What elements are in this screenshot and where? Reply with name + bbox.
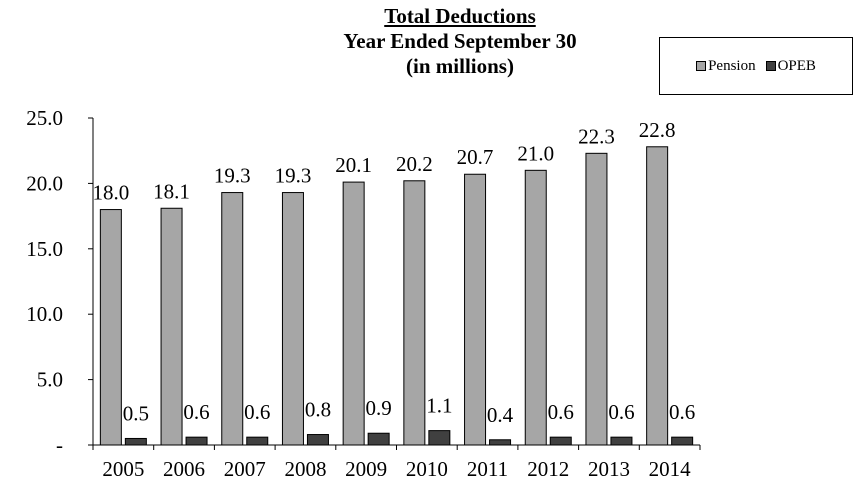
y-tick-label: 15.0 (26, 237, 63, 261)
bar-pension (99, 209, 122, 446)
bar-opeb (124, 437, 147, 446)
data-label-pension: 19.3 (214, 164, 251, 188)
data-label-opeb: 0.9 (366, 396, 392, 420)
bar-pension (524, 169, 547, 446)
x-tick-label: 2009 (345, 457, 387, 481)
data-label-opeb: 0.4 (487, 403, 514, 427)
data-label-opeb: 0.5 (123, 401, 149, 425)
x-tick-label: 2006 (163, 457, 205, 481)
bar-opeb (306, 434, 329, 446)
y-tick-label: 20.0 (26, 171, 63, 195)
y-tick-label: 25.0 (26, 106, 63, 130)
y-tick-label: - (56, 433, 63, 457)
data-label-opeb: 0.6 (548, 400, 574, 424)
data-label-pension: 22.3 (578, 124, 615, 148)
bar-opeb (185, 436, 208, 446)
x-tick-label: 2013 (588, 457, 630, 481)
data-label-pension: 19.3 (275, 164, 312, 188)
bar-pension (221, 192, 244, 446)
legend-label-opeb: OPEB (777, 57, 816, 74)
bar-pension (160, 207, 183, 446)
data-label-pension: 20.7 (457, 145, 494, 169)
legend-item-pension: Pension (696, 58, 756, 75)
legend-swatch-pension (696, 61, 707, 71)
data-label-opeb: 0.6 (183, 400, 209, 424)
bar-opeb (610, 436, 633, 446)
bar-opeb (489, 439, 512, 446)
y-tick-label: 10.0 (26, 302, 63, 326)
data-label-opeb: 1.1 (426, 394, 452, 418)
legend-item-opeb: OPEB (765, 57, 816, 75)
data-label-pension: 21.0 (517, 141, 554, 165)
bar-opeb (367, 432, 390, 446)
bar-opeb (671, 436, 694, 446)
chart-title-line-2: Year Ended September 30 (343, 29, 577, 53)
x-tick-label: 2007 (224, 457, 266, 481)
bar-pension (403, 180, 426, 446)
bar-pension (464, 173, 487, 446)
data-label-opeb: 0.6 (244, 400, 270, 424)
x-tick-label: 2014 (649, 457, 692, 481)
data-label-pension: 18.0 (92, 181, 129, 205)
bar-pension (646, 146, 669, 446)
y-tick-label: 5.0 (37, 368, 63, 392)
chart-title-line-1: Total Deductions (384, 4, 536, 28)
legend-label-pension: Pension (708, 57, 756, 74)
legend-swatch-opeb (765, 61, 776, 71)
data-label-pension: 20.1 (335, 153, 372, 177)
bar-opeb (246, 436, 269, 446)
bar-pension (585, 152, 608, 446)
chart-title-line-3: (in millions) (406, 54, 514, 78)
data-label-pension: 18.1 (153, 179, 190, 203)
data-label-opeb: 0.8 (305, 398, 331, 422)
chart-legend: Pension OPEB (659, 37, 853, 95)
data-label-pension: 20.2 (396, 152, 433, 176)
x-tick-label: 2011 (467, 457, 508, 481)
x-tick-label: 2008 (284, 457, 326, 481)
data-label-opeb: 0.6 (608, 400, 634, 424)
x-tick-label: 2005 (102, 457, 144, 481)
bar-pension (281, 192, 304, 446)
chart-title: Total Deductions Year Ended September 30… (300, 4, 620, 79)
x-tick-label: 2010 (406, 457, 448, 481)
bar-opeb (428, 430, 451, 446)
bar-opeb (549, 436, 572, 446)
bar-pension (342, 181, 365, 446)
x-tick-label: 2012 (527, 457, 569, 481)
data-label-opeb: 0.6 (669, 400, 695, 424)
data-label-pension: 22.8 (639, 118, 676, 142)
